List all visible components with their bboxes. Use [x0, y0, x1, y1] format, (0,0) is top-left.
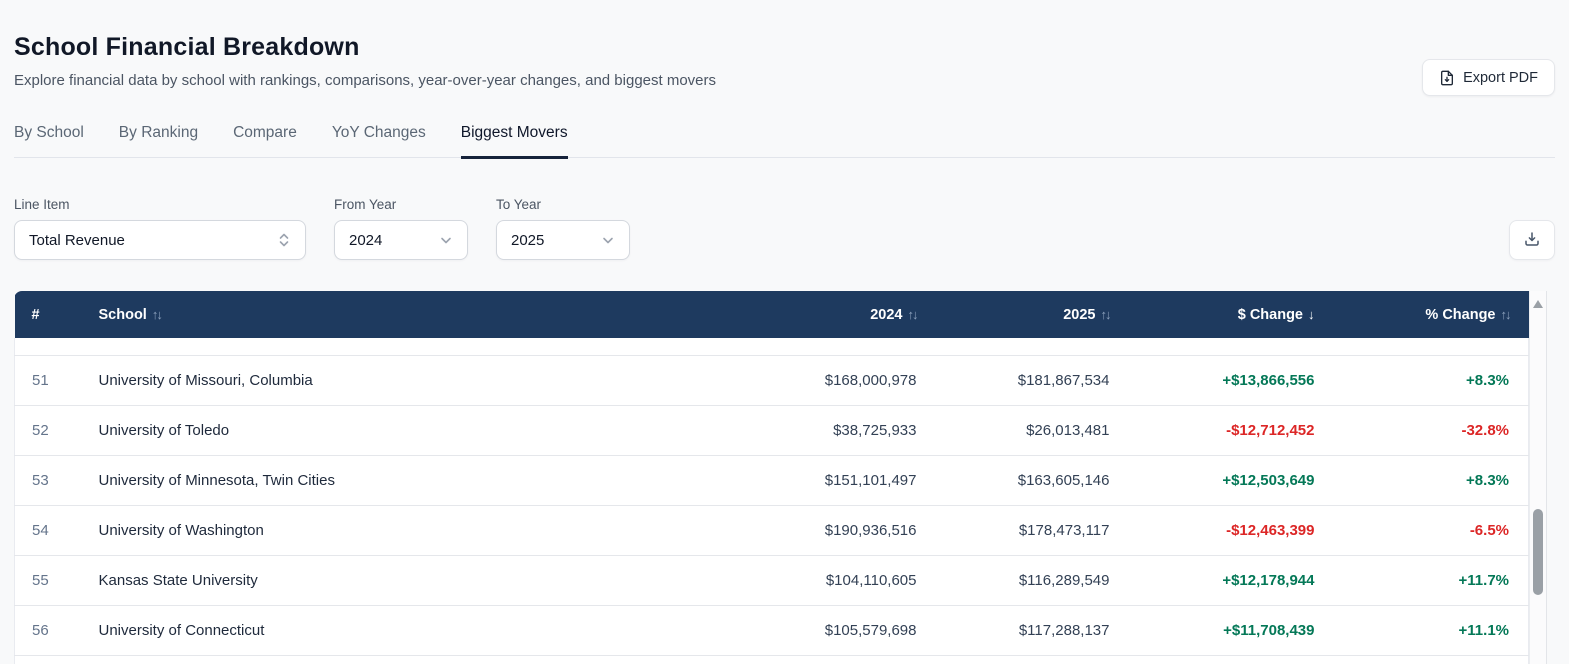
rank-cell: 56 — [14, 605, 95, 656]
rank-cell: 55 — [14, 555, 95, 606]
column-header-pct-change[interactable]: % Change ↑↓ — [1333, 291, 1529, 338]
y2024-cell: $104,110,605 — [745, 555, 936, 606]
school-cell: University of Toledo — [94, 405, 746, 456]
table-row: 55 Kansas State University $104,110,605 … — [14, 555, 1529, 606]
from-year-filter: From Year 2024 — [334, 197, 468, 260]
pct-change-cell: +11.7% — [1333, 555, 1529, 606]
from-year-value: 2024 — [349, 231, 383, 249]
line-item-value: Total Revenue — [29, 231, 125, 249]
sort-icon: ↑↓ — [151, 306, 163, 322]
school-cell: University of Washington — [94, 505, 746, 556]
table-body: 51 University of Missouri, Columbia $168… — [14, 338, 1529, 664]
pct-change-cell: -6.5% — [1333, 505, 1529, 556]
pct-change-cell: +11.1% — [1333, 605, 1529, 656]
sort-icon: ↑↓ — [907, 306, 919, 322]
sort-desc-icon: ↓ — [1308, 306, 1315, 322]
pct-change-cell: +8.3% — [1333, 355, 1529, 406]
table-row: 51 University of Missouri, Columbia $168… — [14, 355, 1529, 406]
tab-compare[interactable]: Compare — [233, 124, 297, 141]
table-header: # School ↑↓ 2024 ↑↓ 2025 ↑↓ $ Change ↓ % Cha… — [14, 291, 1529, 338]
dollar-change-cell: +$11,708,439 — [1128, 605, 1334, 656]
school-cell: University of Missouri, Columbia — [94, 355, 746, 406]
dollar-change-cell: +$12,503,649 — [1128, 455, 1334, 506]
column-header-school[interactable]: School ↑↓ — [94, 291, 746, 338]
page-subtitle: Explore financial data by school with ra… — [14, 72, 717, 89]
filter-bar: Line Item Total Revenue From Year 2024 T… — [14, 197, 1555, 260]
line-item-label: Line Item — [14, 197, 70, 212]
download-button[interactable] — [1509, 220, 1555, 260]
column-header-2024[interactable]: 2024 ↑↓ — [745, 291, 936, 338]
download-tray-icon — [1523, 230, 1541, 251]
chevron-up-down-icon — [277, 232, 291, 248]
dollar-change-cell: -$12,463,399 — [1128, 505, 1334, 556]
biggest-movers-table: # School ↑↓ 2024 ↑↓ 2025 ↑↓ $ Change ↓ % Cha… — [14, 291, 1529, 664]
scrollbar-thumb[interactable] — [1533, 509, 1543, 595]
tab-bar: By School By Ranking Compare YoY Changes… — [14, 124, 1555, 159]
dollar-change-cell: +$13,866,556 — [1128, 355, 1334, 406]
file-download-icon — [1439, 70, 1455, 86]
page-header: School Financial Breakdown Explore finan… — [14, 33, 1555, 96]
school-cell: University of Minnesota, Twin Cities — [94, 455, 746, 506]
partial-row-above — [14, 338, 1529, 356]
from-year-label: From Year — [334, 197, 397, 212]
line-item-select[interactable]: Total Revenue — [14, 220, 306, 260]
school-cell: Kansas State University — [94, 555, 746, 606]
tab-biggest-movers[interactable]: Biggest Movers — [460, 124, 568, 159]
y2025-cell: $117,288,137 — [935, 605, 1129, 656]
tab-by-school[interactable]: By School — [14, 124, 84, 141]
to-year-filter: To Year 2025 — [496, 197, 630, 260]
y2024-cell: $168,000,978 — [745, 355, 936, 406]
school-cell: University of Connecticut — [94, 605, 746, 656]
tab-yoy-changes[interactable]: YoY Changes — [331, 124, 426, 141]
table-row: 53 University of Minnesota, Twin Cities … — [14, 455, 1529, 506]
table-row: 56 University of Connecticut $105,579,69… — [14, 605, 1529, 656]
rank-cell: 51 — [14, 355, 95, 406]
column-header-2025[interactable]: 2025 ↑↓ — [935, 291, 1129, 338]
line-item-filter: Line Item Total Revenue — [14, 197, 306, 260]
from-year-select[interactable]: 2024 — [334, 220, 468, 260]
to-year-label: To Year — [496, 197, 542, 212]
rank-cell: 52 — [14, 405, 95, 456]
biggest-movers-table-area: # School ↑↓ 2024 ↑↓ 2025 ↑↓ $ Change ↓ % Cha… — [14, 291, 1547, 664]
page-title: School Financial Breakdown — [14, 33, 360, 61]
chevron-down-icon — [439, 233, 453, 247]
y2025-cell: $181,867,534 — [935, 355, 1129, 406]
y2024-cell: $190,936,516 — [745, 505, 936, 556]
y2025-cell: $26,013,481 — [935, 405, 1129, 456]
column-header-dollar-change[interactable]: $ Change ↓ — [1128, 291, 1334, 338]
y2024-cell: $151,101,497 — [745, 455, 936, 506]
y2025-cell: $116,289,549 — [935, 555, 1129, 606]
chevron-down-icon — [601, 233, 615, 247]
y2024-cell: $105,579,698 — [745, 605, 936, 656]
to-year-select[interactable]: 2025 — [496, 220, 630, 260]
table-row: 52 University of Toledo $38,725,933 $26,… — [14, 405, 1529, 456]
dollar-change-cell: +$12,178,944 — [1128, 555, 1334, 606]
y2025-cell: $178,473,117 — [935, 505, 1129, 556]
scroll-up-arrow-icon[interactable] — [1533, 300, 1543, 308]
y2024-cell: $38,725,933 — [745, 405, 936, 456]
sort-icon: ↑↓ — [1500, 306, 1512, 322]
rank-cell: 53 — [14, 455, 95, 506]
pct-change-cell: -32.8% — [1333, 405, 1529, 456]
sort-icon: ↑↓ — [1100, 306, 1112, 322]
export-pdf-label: Export PDF — [1463, 69, 1538, 86]
page-header-text: School Financial Breakdown Explore finan… — [14, 33, 716, 89]
column-header-rank: # — [14, 291, 95, 338]
export-pdf-button[interactable]: Export PDF — [1422, 59, 1555, 96]
tab-by-ranking[interactable]: By Ranking — [118, 124, 199, 141]
dollar-change-cell: -$12,712,452 — [1128, 405, 1334, 456]
y2025-cell: $163,605,146 — [935, 455, 1129, 506]
rank-cell: 54 — [14, 505, 95, 556]
table-row: 54 University of Washington $190,936,516… — [14, 505, 1529, 556]
partial-row-below — [14, 655, 1529, 664]
vertical-scrollbar[interactable] — [1529, 291, 1547, 664]
to-year-value: 2025 — [511, 231, 545, 249]
pct-change-cell: +8.3% — [1333, 455, 1529, 506]
